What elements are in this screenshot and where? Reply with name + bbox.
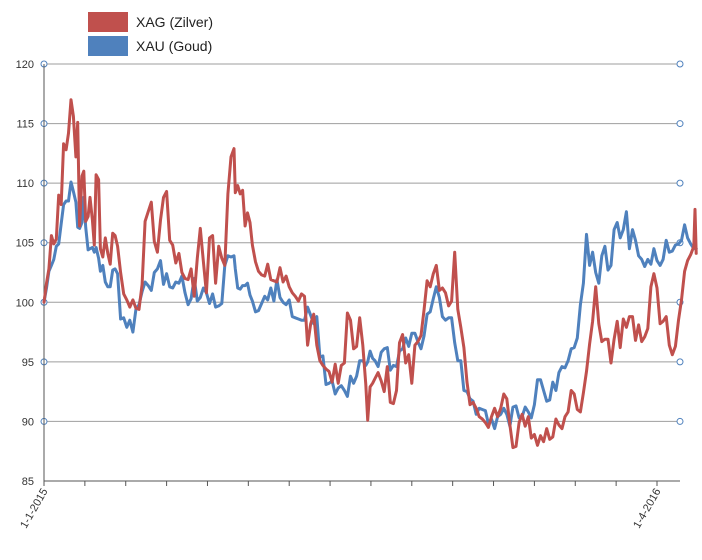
legend-swatch-xag	[88, 12, 128, 32]
y-tick-label-100: 100	[16, 297, 34, 309]
x-axis-ticks: 1-1-2015 1-4-2016	[18, 487, 663, 531]
y-axis-ticks: 85 90 95 100 105 110 115 120	[16, 59, 34, 488]
y-tick-label-105: 105	[16, 238, 34, 250]
x-tick-label-0: 1-1-2015	[18, 487, 50, 531]
legend-label-xau: XAU (Goud)	[136, 38, 213, 54]
y-tick-label-90: 90	[22, 416, 34, 428]
grid-lines	[40, 60, 684, 425]
series-lines	[42, 98, 698, 450]
series-line-xau	[42, 180, 698, 431]
axes	[43, 64, 680, 486]
y-tick-label-120: 120	[16, 59, 34, 71]
gridline-marker-right-115	[676, 120, 684, 128]
y-tick-label-95: 95	[22, 357, 34, 369]
y-tick-label-115: 115	[16, 119, 34, 131]
legend-swatch-xau	[88, 36, 128, 56]
legend-item-xag: XAG (Zilver)	[88, 10, 213, 34]
x-tick-label-1: 1-4-2016	[631, 487, 663, 531]
y-tick-label-85: 85	[22, 476, 34, 488]
gridline-marker-right-120	[676, 60, 684, 68]
legend-item-xau: XAU (Goud)	[88, 34, 213, 58]
legend-label-xag: XAG (Zilver)	[136, 14, 213, 30]
series-line-xag	[42, 98, 698, 450]
legend: XAG (Zilver) XAU (Goud)	[88, 10, 213, 58]
gridline-marker-right-95	[676, 358, 684, 366]
y-tick-label-110: 110	[16, 178, 34, 190]
gridline-marker-right-110	[676, 179, 684, 187]
gridline-marker-right-90	[676, 417, 684, 425]
